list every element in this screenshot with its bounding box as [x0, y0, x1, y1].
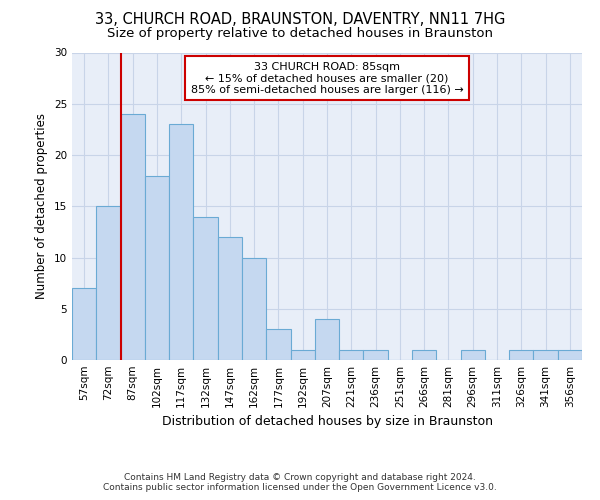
- Text: Size of property relative to detached houses in Braunston: Size of property relative to detached ho…: [107, 28, 493, 40]
- Bar: [121, 114, 145, 360]
- Bar: [339, 350, 364, 360]
- Text: 33, CHURCH ROAD, BRAUNSTON, DAVENTRY, NN11 7HG: 33, CHURCH ROAD, BRAUNSTON, DAVENTRY, NN…: [95, 12, 505, 28]
- Bar: [169, 124, 193, 360]
- Bar: [412, 350, 436, 360]
- Bar: [315, 319, 339, 360]
- Bar: [364, 350, 388, 360]
- Text: 33 CHURCH ROAD: 85sqm
← 15% of detached houses are smaller (20)
85% of semi-deta: 33 CHURCH ROAD: 85sqm ← 15% of detached …: [191, 62, 463, 95]
- Bar: [145, 176, 169, 360]
- Bar: [72, 288, 96, 360]
- Bar: [461, 350, 485, 360]
- Bar: [193, 216, 218, 360]
- Bar: [266, 329, 290, 360]
- Bar: [558, 350, 582, 360]
- Y-axis label: Number of detached properties: Number of detached properties: [35, 114, 49, 299]
- Bar: [96, 206, 121, 360]
- Bar: [509, 350, 533, 360]
- Bar: [290, 350, 315, 360]
- Bar: [533, 350, 558, 360]
- Bar: [242, 258, 266, 360]
- Bar: [218, 237, 242, 360]
- X-axis label: Distribution of detached houses by size in Braunston: Distribution of detached houses by size …: [161, 416, 493, 428]
- Text: Contains HM Land Registry data © Crown copyright and database right 2024.
Contai: Contains HM Land Registry data © Crown c…: [103, 473, 497, 492]
